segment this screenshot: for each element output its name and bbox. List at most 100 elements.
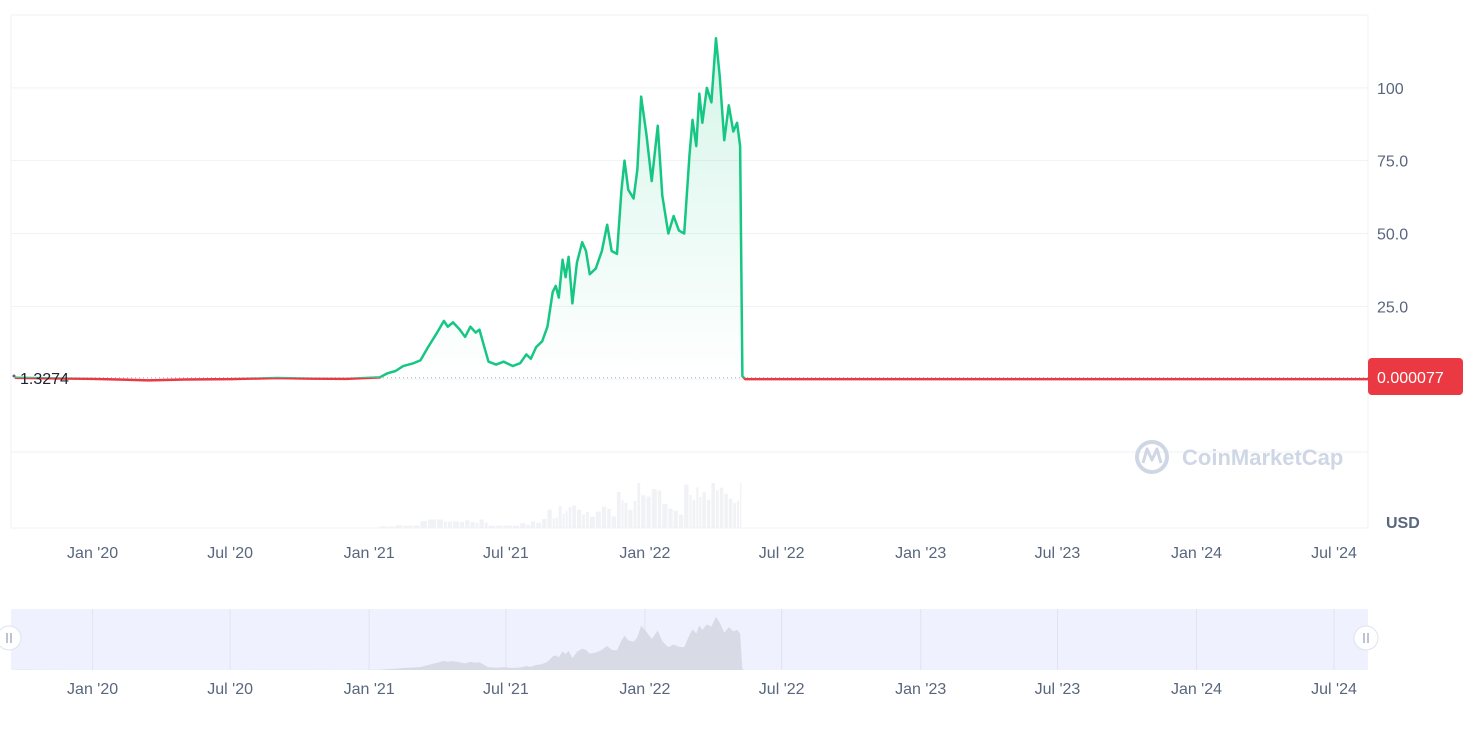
volume-bar [737, 500, 740, 528]
volume-bar [611, 516, 616, 528]
y-tick-label: 75.0 [1377, 154, 1408, 171]
volume-bar [437, 519, 443, 528]
x-tick-label: Jul '21 [483, 545, 529, 562]
volume-bar [413, 525, 420, 528]
volume-bar [465, 520, 470, 528]
current-price-tag-background [1368, 358, 1463, 395]
volume-bar [641, 495, 646, 528]
x-tick-label: Jul '20 [207, 545, 253, 562]
navigator-x-tick-label: Jan '24 [1171, 681, 1222, 698]
volume-bar [496, 525, 503, 528]
volume-bar [428, 519, 437, 528]
volume-bar [699, 497, 702, 528]
navigator-right-handle[interactable] [1353, 625, 1379, 651]
price-line-above [14, 37, 746, 378]
volume-bar [572, 505, 576, 528]
volume-bar [733, 503, 737, 528]
volume-bar [657, 490, 662, 528]
navigator-x-tick-label: Jul '21 [483, 681, 529, 698]
volume-bar [689, 494, 692, 528]
volume-bar [662, 503, 668, 528]
volume-bar [488, 525, 496, 528]
volume-bar [651, 489, 657, 528]
x-tick-label: Jan '22 [619, 545, 670, 562]
current-price-text: 0.000077 [1377, 370, 1444, 387]
volume-bar [646, 496, 651, 528]
price-line [14, 37, 1368, 382]
volume-bar [562, 513, 565, 528]
navigator-area [14, 616, 1369, 670]
volume-bar [420, 521, 428, 528]
volume-bars [379, 483, 742, 528]
volume-bar [542, 519, 547, 528]
volume-bar [379, 526, 387, 528]
volume-bar [447, 521, 453, 528]
volume-bar [403, 525, 413, 528]
volume-bar [568, 507, 572, 528]
volume-bar [582, 514, 585, 528]
volume-bar [684, 484, 689, 528]
navigator-x-axis: Jan '20 Jul '20 Jan '21 Jul '21 Jan '22 Jul '… [67, 681, 1357, 698]
start-price-dot-icon [12, 374, 16, 378]
volume-bar [715, 490, 719, 528]
volume-bar [555, 517, 558, 528]
volume-bar [616, 491, 621, 528]
volume-bar [585, 511, 589, 528]
navigator-x-tick-label: Jul '22 [759, 681, 805, 698]
y-axis: 25.0 50.0 75.0 100 [1377, 81, 1408, 317]
volume-bar [536, 522, 542, 528]
volume-bar [453, 521, 459, 528]
volume-bar [702, 492, 706, 528]
volume-bar [607, 508, 611, 528]
volume-bar [479, 519, 484, 528]
volume-bar [387, 526, 395, 528]
coinmarketcap-logo-icon [1135, 440, 1169, 474]
x-tick-label: Jul '24 [1311, 545, 1357, 562]
navigator-x-tick-label: Jan '22 [619, 681, 670, 698]
y-tick-label: 100 [1377, 81, 1404, 98]
current-price-tag: 0.000077 [1368, 358, 1463, 395]
volume-bar [696, 487, 699, 528]
volume-bar [512, 525, 520, 528]
navigator-x-tick-label: Jul '24 [1311, 681, 1357, 698]
volume-bar [484, 522, 488, 528]
volume-bar [552, 518, 555, 528]
volume-bar [724, 493, 728, 528]
y-tick-label: 50.0 [1377, 227, 1408, 244]
x-tick-label: Jan '23 [895, 545, 946, 562]
coinmarketcap-watermark: CoinMarketCap [1135, 440, 1343, 474]
volume-bar [673, 510, 678, 528]
volume-bar [719, 487, 724, 528]
price-area-fill [14, 38, 1369, 378]
volume-bar [526, 524, 530, 528]
price-area [14, 38, 1369, 378]
volume-bar [628, 509, 633, 528]
volume-bar [395, 525, 403, 528]
x-tick-label: Jan '21 [344, 545, 395, 562]
volume-bar [624, 502, 628, 528]
volume-bar [475, 522, 479, 528]
x-tick-label: Jan '20 [67, 545, 118, 562]
x-axis: Jan '20 Jul '20 Jan '21 Jul '21 Jan '22 Jul '… [67, 545, 1357, 562]
volume-bar [711, 483, 715, 528]
range-navigator[interactable]: Jan '20 Jul '20 Jan '21 Jul '21 Jan '22 Jul '… [0, 609, 1379, 698]
watermark-text: CoinMarketCap [1182, 445, 1343, 470]
navigator-x-tick-label: Jan '20 [67, 681, 118, 698]
navigator-x-tick-label: Jan '21 [344, 681, 395, 698]
start-price-label: 1.3274 [12, 371, 69, 388]
x-tick-label: Jan '24 [1171, 545, 1222, 562]
volume-bar [530, 521, 536, 528]
volume-bar [728, 498, 733, 528]
navigator-left-handle[interactable] [0, 625, 22, 651]
volume-bar [740, 483, 742, 528]
volume-bar [459, 522, 465, 528]
volume-bar [637, 483, 641, 528]
x-tick-label: Jul '23 [1035, 545, 1081, 562]
navigator-x-tick-label: Jul '23 [1035, 681, 1081, 698]
volume-bar [706, 499, 711, 528]
volume-bar [576, 509, 582, 528]
volume-bar [601, 506, 607, 528]
start-price-text: 1.3274 [20, 371, 69, 388]
